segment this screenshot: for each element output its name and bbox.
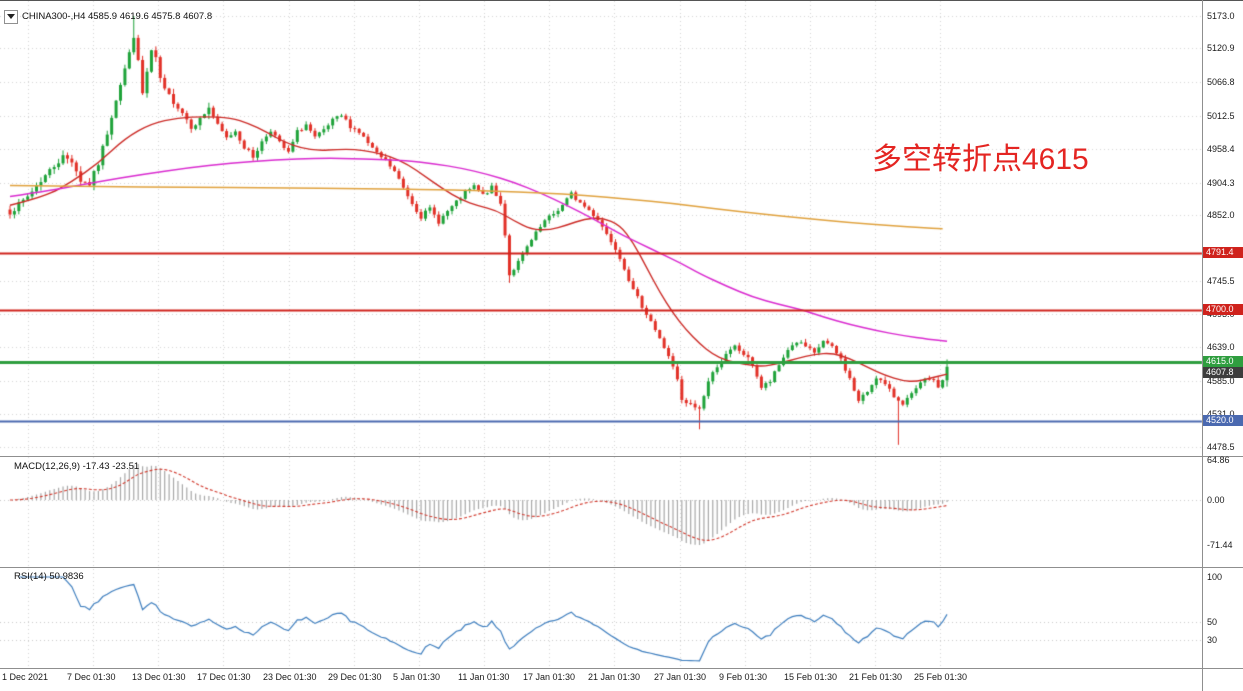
time-axis-label: 21 Feb 01:30 — [849, 672, 903, 682]
macd-scale-label: 64.86 — [1207, 455, 1230, 465]
symbol-ohlc-info: CHINA300-,H4 4585.9 4619.6 4575.8 4607.8 — [22, 11, 213, 22]
price-scale-label: 4585.0 — [1207, 376, 1235, 386]
main-macd-divider[interactable] — [0, 456, 1243, 457]
chevron-down-icon — [7, 14, 15, 19]
macd-scale-label: 0.00 — [1207, 495, 1225, 505]
time-axis-label: 9 Feb 01:30 — [719, 672, 768, 682]
time-axis-label: 11 Jan 01:30 — [458, 672, 510, 682]
symbol-dropdown-button[interactable] — [4, 10, 18, 24]
price-scale-label: 4852.0 — [1207, 210, 1235, 220]
window-top-border — [0, 0, 1243, 1]
time-axis-label: 5 Jan 01:30 — [393, 672, 441, 682]
macd-indicator-label: MACD(12,26,9) -17.43 -23.51 — [14, 461, 140, 472]
price-scale-label: 5173.0 — [1207, 11, 1235, 21]
price-scale-label: 5012.5 — [1207, 111, 1235, 121]
rsi-timescale-divider — [0, 668, 1243, 669]
time-axis-label: 17 Dec 01:30 — [197, 672, 251, 682]
time-axis-label: 17 Jan 01:30 — [523, 672, 576, 682]
level-badge-4791.4: 4791.4 — [1203, 247, 1243, 258]
time-axis-label: 21 Jan 01:30 — [588, 672, 641, 682]
time-scale[interactable]: 1 Dec 2021 7 Dec 01:30 13 Dec 01:30 17 Dec … — [0, 669, 1202, 691]
chart-annotation-text: 多空转折点4615 — [872, 143, 1089, 176]
level-badge-4700.0: 4700.0 — [1203, 304, 1243, 315]
rsi-scale-label: 30 — [1207, 635, 1218, 645]
level-badge-4615.0: 4615.0 — [1203, 356, 1243, 367]
current-price-badge: 4607.8 — [1203, 367, 1243, 378]
price-scale-label: 5066.8 — [1207, 77, 1235, 87]
rsi-scale-label: 50 — [1207, 617, 1218, 627]
price-scale-label: 4904.3 — [1207, 178, 1235, 188]
price-scale-separator — [1202, 0, 1203, 691]
time-axis-label: 25 Feb 01:30 — [914, 672, 968, 682]
price-scale-label: 5120.9 — [1207, 43, 1235, 53]
price-scale-label: 4478.5 — [1207, 442, 1235, 452]
price-scale-label: 4531.0 — [1207, 409, 1235, 419]
macd-scale-label: -71.44 — [1207, 540, 1233, 550]
time-axis-label: 27 Jan 01:30 — [654, 672, 707, 682]
time-axis-label: 15 Feb 01:30 — [784, 672, 838, 682]
price-scale[interactable]: 5173.0 5120.9 5066.8 5012.5 4958.4 4904.3 4852… — [1203, 0, 1243, 668]
level-badge-4520.0: 4520.0 — [1203, 415, 1243, 426]
macd-rsi-divider[interactable] — [0, 567, 1243, 568]
rsi-scale-label: 100 — [1207, 572, 1223, 582]
time-axis-label: 29 Dec 01:30 — [328, 672, 382, 682]
price-scale-label: 4958.4 — [1207, 144, 1235, 154]
time-axis-label: 23 Dec 01:30 — [263, 672, 317, 682]
time-axis-label: 13 Dec 01:30 — [132, 672, 186, 682]
time-axis-label: 7 Dec 01:30 — [67, 672, 116, 682]
rsi-indicator-label: RSI(14) 50.9836 — [14, 571, 84, 582]
price-scale-label: 4745.5 — [1207, 276, 1235, 286]
time-axis-label: 1 Dec 2021 — [2, 672, 49, 682]
price-scale-label: 4639.0 — [1207, 342, 1235, 352]
